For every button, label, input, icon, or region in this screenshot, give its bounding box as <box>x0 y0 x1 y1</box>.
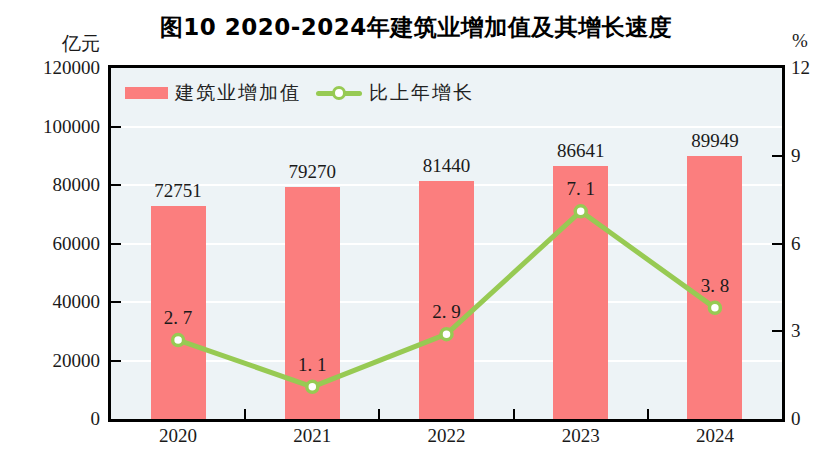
x-axis-category-label: 2021 <box>262 425 362 447</box>
x-axis-category-label: 2022 <box>397 425 497 447</box>
x-axis-category-label: 2023 <box>531 425 631 447</box>
growth-value-label: 2. 7 <box>123 308 233 328</box>
chart-canvas: 图10 2020-2024年建筑业增加值及其增长速度 亿元 % 建筑业增加值 比… <box>0 0 832 461</box>
growth-line-marker-icon <box>441 329 452 340</box>
y-axis-left-tick-label: 0 <box>20 408 100 430</box>
y-axis-left-tick-label: 100000 <box>20 116 100 138</box>
growth-value-label: 7. 1 <box>526 179 636 199</box>
y-axis-right-tick-label: 9 <box>791 145 832 167</box>
x-axis-category-label: 2020 <box>128 425 228 447</box>
y-axis-left-tick-label: 80000 <box>20 174 100 196</box>
right-axis-unit: % <box>792 31 828 51</box>
left-axis-unit: 亿元 <box>30 34 100 54</box>
y-axis-right-tick-label: 12 <box>791 57 832 79</box>
y-axis-left-tick-label: 20000 <box>20 350 100 372</box>
growth-value-label: 3. 8 <box>660 276 770 296</box>
growth-line-marker-icon <box>173 335 184 346</box>
y-axis-right-tick-label: 6 <box>791 233 832 255</box>
chart-title: 图10 2020-2024年建筑业增加值及其增长速度 <box>0 12 832 43</box>
growth-value-label: 2. 9 <box>392 302 502 322</box>
y-axis-right-tick-label: 3 <box>791 320 832 342</box>
plot-area: 建筑业增加值 比上年增长 72751792708144086641899492.… <box>108 65 785 422</box>
y-axis-left-tick-label: 60000 <box>20 233 100 255</box>
y-axis-right-tick-label: 0 <box>791 408 832 430</box>
y-axis-left-tick-label: 40000 <box>20 291 100 313</box>
growth-line-marker-icon <box>709 302 720 313</box>
growth-line-marker-icon <box>307 381 318 392</box>
growth-value-label: 1. 1 <box>257 355 367 375</box>
x-axis-category-label: 2024 <box>665 425 765 447</box>
growth-line-layer <box>111 68 782 419</box>
growth-line-marker-icon <box>575 206 586 217</box>
y-axis-left-tick-label: 120000 <box>20 57 100 79</box>
